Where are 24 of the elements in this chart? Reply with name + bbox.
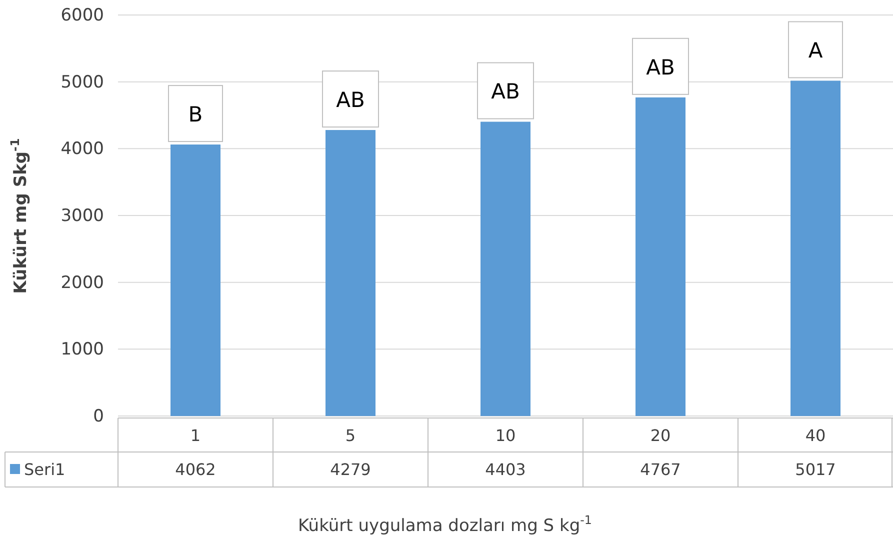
annotation: A [808,38,824,63]
y-tick-label: 0 [93,406,104,426]
x-axis-title: Kükürt uygulama dozları mg S kg$^{-1}$ [298,513,592,536]
legend-label: Seri1 [24,460,66,479]
data-label: 5017 [795,460,836,479]
y-tick-label: 2000 [60,272,104,293]
x-tick-label: 10 [495,426,516,445]
y-tick-label: 1000 [60,340,104,360]
y-tick-label: 6000 [60,5,104,26]
data-label: 4767 [640,460,681,479]
y-tick-label: 4000 [60,139,104,160]
annotation: B [188,102,203,127]
x-tick-label: 20 [650,426,671,445]
x-tick-label: 5 [345,426,356,445]
data-label: 4062 [175,460,216,479]
annotation: AB [336,88,365,112]
x-tick-label: 40 [805,426,826,445]
annotation: AB [491,80,520,104]
y-tick-label: 3000 [60,206,104,226]
data-label: 4403 [485,460,526,479]
data-label: 4279 [330,460,371,479]
annotation: AB [646,55,675,80]
x-tick-label: 1 [190,426,201,445]
y-tick-label: 5000 [60,72,104,92]
